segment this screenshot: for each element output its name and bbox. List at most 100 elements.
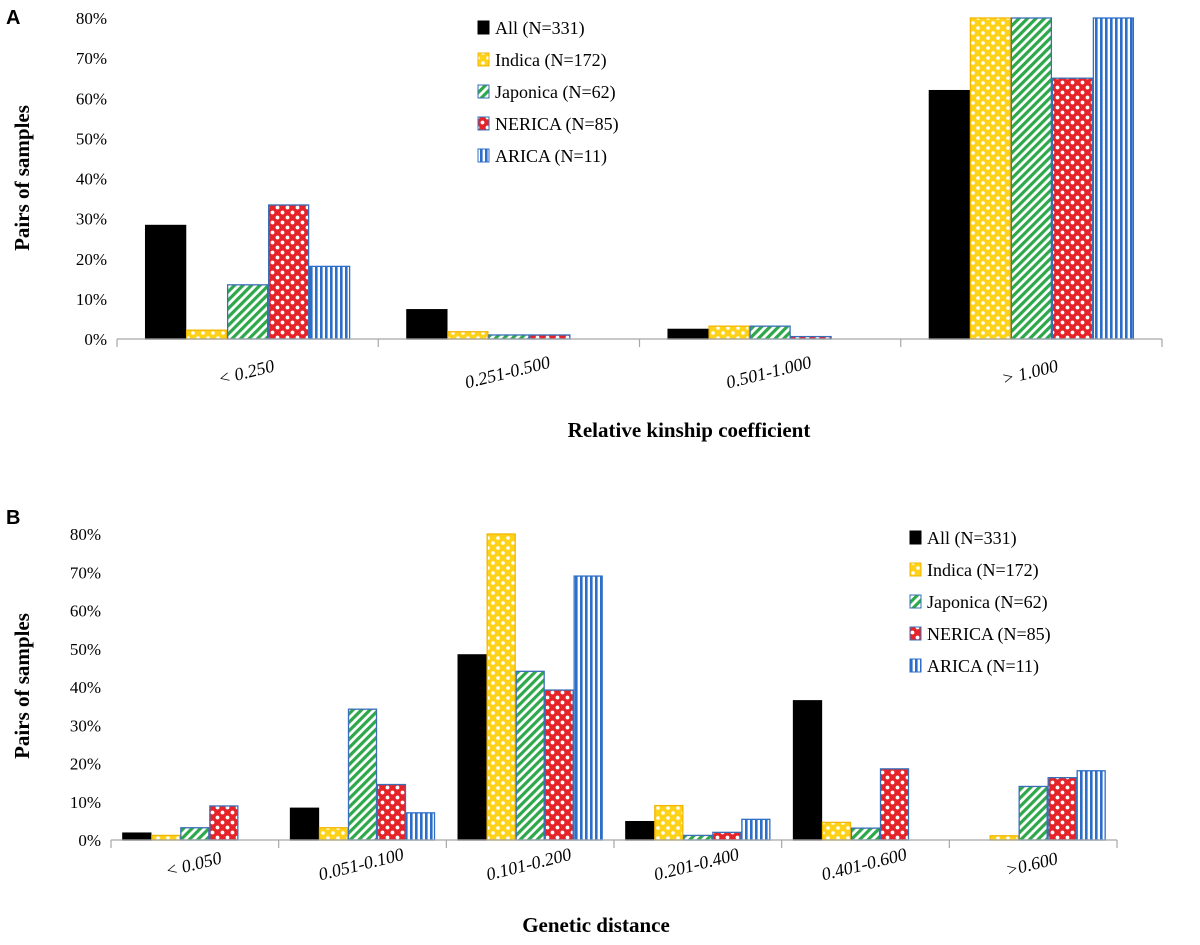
legend-swatch-solid bbox=[909, 530, 922, 545]
legend-swatch-diag bbox=[909, 594, 922, 609]
legend-label: Indica (N=172) bbox=[927, 560, 1039, 581]
legend-label: NERICA (N=85) bbox=[927, 624, 1051, 645]
bar-dots-3 bbox=[654, 804, 684, 841]
category-label: > 1.000 bbox=[1000, 356, 1060, 389]
bar-vlines-1 bbox=[405, 812, 436, 841]
y-tick-label: 40% bbox=[70, 678, 101, 697]
bar-diag-2 bbox=[515, 670, 545, 841]
bar-diag-3 bbox=[683, 834, 713, 841]
category-label: 0.401-0.600 bbox=[819, 844, 908, 884]
bar-checker-2 bbox=[544, 689, 574, 841]
bar-dots-3 bbox=[969, 17, 1012, 340]
x-axis-title-a: Relative kinship coefficient bbox=[568, 418, 811, 442]
y-tick-label: 20% bbox=[70, 755, 101, 774]
y-tick-label: 10% bbox=[70, 793, 101, 812]
y-tick-label: 60% bbox=[70, 602, 101, 621]
legend-label: Indica (N=172) bbox=[495, 50, 607, 71]
y-axis-title-b: Pairs of samples bbox=[10, 613, 34, 759]
bar-checker-1 bbox=[529, 334, 571, 340]
chart-panel-b: B Pairs of samples 0% 10% 20% 30% 40% 50% 60% 7… bbox=[6, 507, 1118, 937]
y-tick-label: 70% bbox=[70, 563, 101, 582]
legend-b: All (N=331) Indica (N=172) Japonica (N=62)… bbox=[909, 528, 1051, 677]
bar-diag-0 bbox=[180, 827, 210, 841]
bar-diag-0 bbox=[226, 284, 269, 340]
bar-diag-4 bbox=[850, 827, 881, 841]
bar-diag-5 bbox=[1018, 785, 1048, 841]
category-label: >0.600 bbox=[1004, 848, 1060, 880]
legend-swatch-dots bbox=[477, 52, 490, 67]
y-tick-label: 0% bbox=[84, 330, 107, 349]
bar-dots-1 bbox=[447, 331, 489, 340]
legend-swatch-vlines bbox=[909, 658, 922, 673]
bar-vlines-3 bbox=[1092, 17, 1135, 340]
category-label: < 0.250 bbox=[216, 356, 276, 389]
legend-label: Japonica (N=62) bbox=[927, 592, 1048, 613]
bar-diag-1 bbox=[488, 334, 530, 340]
y-tick-label: 20% bbox=[76, 250, 107, 269]
legend-label: Japonica (N=62) bbox=[495, 82, 616, 103]
category-label: < 0.050 bbox=[163, 848, 223, 881]
bar-vlines-3 bbox=[741, 818, 771, 841]
bar-checker-0 bbox=[209, 805, 239, 841]
legend-swatch-diag bbox=[477, 84, 490, 99]
legend-label: ARICA (N=11) bbox=[495, 146, 607, 167]
category-label: 0.101-0.200 bbox=[484, 844, 573, 884]
chart-panel-a: A Pairs of samples 0% 10% 20% 30% 40% 50% 60% 7… bbox=[6, 7, 1163, 442]
y-axis-title-a: Pairs of samples bbox=[10, 105, 34, 251]
y-tick-label: 0% bbox=[78, 831, 101, 850]
legend-swatch-checker bbox=[909, 626, 922, 641]
x-axis-title-b: Genetic distance bbox=[522, 913, 670, 937]
bar-solid-3 bbox=[625, 820, 655, 841]
bar-solid-2 bbox=[667, 328, 709, 340]
bar-dots-2 bbox=[708, 325, 750, 340]
legend-label: All (N=331) bbox=[927, 528, 1017, 549]
bar-dots-1 bbox=[318, 827, 349, 841]
bar-dots-0 bbox=[185, 329, 228, 340]
legend-a: All (N=331) Indica (N=172) Japonica (N=62)… bbox=[477, 18, 619, 167]
y-tick-label: 30% bbox=[76, 210, 107, 229]
bar-solid-0 bbox=[144, 224, 187, 340]
category-label: 0.501-1.000 bbox=[724, 352, 813, 392]
bar-checker-4 bbox=[879, 768, 910, 841]
legend-label: NERICA (N=85) bbox=[495, 114, 619, 135]
legend-swatch-vlines bbox=[477, 148, 490, 163]
y-tick-label: 50% bbox=[70, 640, 101, 659]
bar-vlines-2 bbox=[573, 575, 603, 841]
y-tick-label: 70% bbox=[76, 49, 107, 68]
bar-checker-3 bbox=[1051, 77, 1094, 340]
bar-checker-1 bbox=[376, 783, 407, 841]
bar-solid-2 bbox=[457, 654, 487, 841]
y-tick-label: 40% bbox=[76, 170, 107, 189]
bar-solid-4 bbox=[792, 700, 823, 841]
y-tick-label: 50% bbox=[76, 129, 107, 148]
bar-vlines-0 bbox=[308, 265, 351, 340]
y-tick-label: 30% bbox=[70, 716, 101, 735]
bar-dots-2 bbox=[486, 533, 516, 841]
category-label: 0.201-0.400 bbox=[652, 844, 741, 884]
bar-vlines-5 bbox=[1076, 770, 1106, 841]
y-tick-label: 60% bbox=[76, 89, 107, 108]
bar-solid-1 bbox=[406, 309, 448, 340]
bar-dots-0 bbox=[151, 834, 181, 841]
legend-label: All (N=331) bbox=[495, 18, 585, 39]
bar-checker-3 bbox=[712, 831, 742, 841]
category-label: 0.251-0.500 bbox=[463, 352, 552, 392]
bar-dots-4 bbox=[821, 821, 852, 841]
bar-solid-3 bbox=[928, 89, 971, 340]
bar-diag-2 bbox=[749, 325, 791, 340]
panel-label-a: A bbox=[6, 7, 20, 29]
legend-swatch-dots bbox=[909, 562, 922, 577]
legend-swatch-solid bbox=[477, 20, 490, 35]
bar-checker-5 bbox=[1047, 777, 1077, 841]
bar-solid-1 bbox=[289, 807, 320, 841]
bar-diag-3 bbox=[1010, 17, 1053, 340]
category-label: 0.051-0.100 bbox=[316, 844, 405, 884]
panel-label-b: B bbox=[6, 507, 20, 529]
legend-swatch-checker bbox=[477, 116, 490, 131]
bar-dots-5 bbox=[989, 835, 1019, 841]
y-tick-label: 80% bbox=[76, 9, 107, 28]
bar-checker-0 bbox=[267, 204, 310, 340]
y-tick-label: 80% bbox=[70, 525, 101, 544]
y-tick-label: 10% bbox=[76, 290, 107, 309]
